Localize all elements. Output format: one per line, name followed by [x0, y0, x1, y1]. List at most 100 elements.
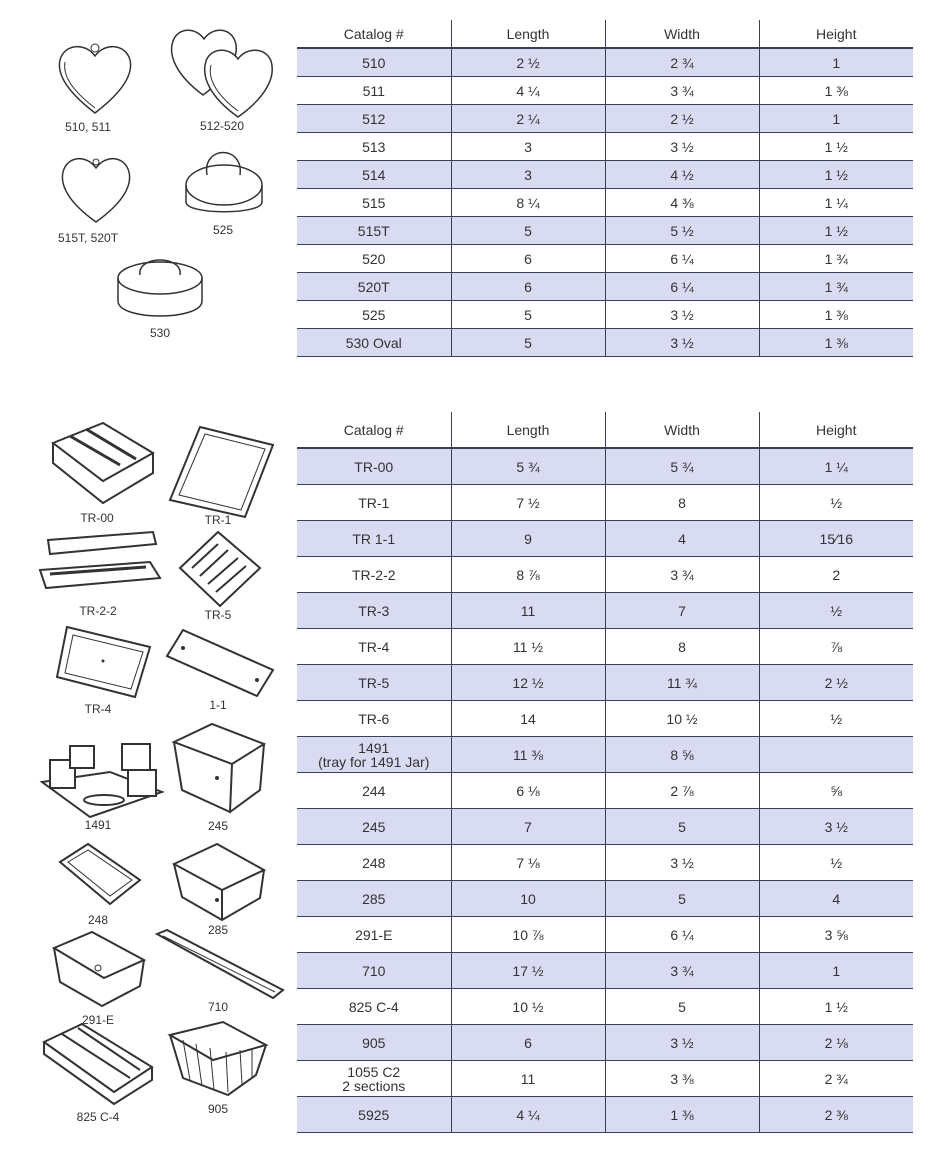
table-header-row: Catalog # Length Width Height: [297, 412, 913, 449]
tray-1491-illustration: [39, 732, 165, 827]
illustration-label: TR-2-2: [79, 604, 117, 618]
length-cell: 11: [450, 1060, 605, 1097]
column-header: Height: [758, 20, 913, 49]
heart-box-512-520-illustration: [168, 25, 278, 125]
catalog-number-cell: 1491 (tray for 1491 Jar): [297, 736, 451, 773]
illustration-label: TR-5: [204, 608, 232, 622]
tray-710-illustration: [154, 928, 285, 1008]
width-cell: 3 ½: [604, 844, 759, 881]
illustration-label: 710: [207, 1000, 229, 1014]
catalog-number-cell: TR-6: [297, 700, 451, 737]
catalog-number-cell: 520: [297, 244, 451, 273]
length-cell: 11 ⅜: [450, 736, 605, 773]
height-cell: 1: [758, 104, 913, 133]
height-cell: ½: [758, 592, 913, 629]
illustration-label: 1491: [84, 818, 112, 832]
width-cell: 6 ¼: [604, 244, 759, 273]
height-cell: ⅝: [758, 772, 913, 809]
column-header: Catalog #: [297, 412, 451, 449]
height-cell: 4: [758, 880, 913, 917]
width-cell: 3 ½: [604, 300, 759, 329]
heart-box-515t-illustration: [58, 150, 134, 231]
width-cell: 3 ¾: [604, 952, 759, 989]
height-cell: 1 ½: [758, 132, 913, 161]
box-245-illustration: [171, 722, 267, 822]
length-cell: 5 ¾: [450, 448, 605, 485]
width-cell: 3 ¾: [604, 556, 759, 593]
catalog-number-cell: 905: [297, 1024, 451, 1061]
width-cell: 7: [604, 592, 759, 629]
length-cell: 5: [450, 216, 605, 245]
width-cell: 4 ½: [604, 160, 759, 189]
length-cell: 7: [450, 808, 605, 845]
height-cell: 1 ¾: [758, 272, 913, 301]
length-cell: 6 ⅛: [450, 772, 605, 809]
illustration-label: 825 C-4: [76, 1110, 120, 1124]
catalog-number-cell: 245: [297, 808, 451, 845]
width-cell: 3 ¾: [604, 76, 759, 105]
table-row: 285 10 5 4: [297, 880, 913, 917]
height-cell: 1 ⅜: [758, 300, 913, 329]
tray-tr-5-illustration: [178, 530, 263, 615]
height-cell: ½: [758, 484, 913, 521]
width-cell: 2 ¾: [604, 48, 759, 77]
length-cell: 4 ¼: [450, 1096, 605, 1133]
illustration-label: 1-1: [209, 698, 227, 712]
length-cell: 17 ½: [450, 952, 605, 989]
height-cell: 1 ¾: [758, 244, 913, 273]
length-cell: 7 ½: [450, 484, 605, 521]
catalog-number-cell: 1055 C2 2 sections: [297, 1060, 451, 1097]
length-cell: 2 ½: [450, 48, 605, 77]
tray-tr-2-2-illustration: [38, 530, 163, 600]
catalog-number-cell: TR-4: [297, 628, 451, 665]
width-cell: 3 ½: [604, 328, 759, 357]
illustration-label: 285: [207, 923, 229, 937]
length-cell: 7 ⅛: [450, 844, 605, 881]
width-cell: 8: [604, 484, 759, 521]
tray-1-1-illustration: [165, 628, 275, 703]
oval-box-530-illustration: [115, 253, 205, 333]
length-cell: 10 ½: [450, 988, 605, 1025]
illustration-label: 291-E: [81, 1013, 115, 1027]
height-cell: 1 ⅜: [758, 76, 913, 105]
width-cell: 6 ¼: [604, 916, 759, 953]
height-cell: 1 ¼: [758, 448, 913, 485]
column-header: Length: [450, 20, 605, 49]
basket-905-illustration: [167, 1020, 269, 1105]
height-cell: 2 ½: [758, 664, 913, 701]
height-cell: 3 ⅝: [758, 916, 913, 953]
box-285-illustration: [171, 842, 267, 927]
tray-tr-1-illustration: [165, 425, 275, 525]
width-cell: 5: [604, 808, 759, 845]
label-512-520: 512-520: [199, 119, 245, 133]
illustration-label: 905: [207, 1102, 229, 1116]
catalog-number-cell: TR-2-2: [297, 556, 451, 593]
length-cell: 8 ¼: [450, 188, 605, 217]
width-cell: 2 ½: [604, 104, 759, 133]
catalog-number-cell: TR-1: [297, 484, 451, 521]
height-cell: ½: [758, 700, 913, 737]
height-cell: 2 ¾: [758, 1060, 913, 1097]
column-header: Width: [604, 20, 759, 49]
illustration-label: TR-1: [204, 513, 232, 527]
width-cell: 11 ¾: [604, 664, 759, 701]
table-header-row: Catalog # Length Width Height: [297, 20, 913, 49]
height-cell: ½: [758, 844, 913, 881]
column-header: Catalog #: [297, 20, 451, 49]
